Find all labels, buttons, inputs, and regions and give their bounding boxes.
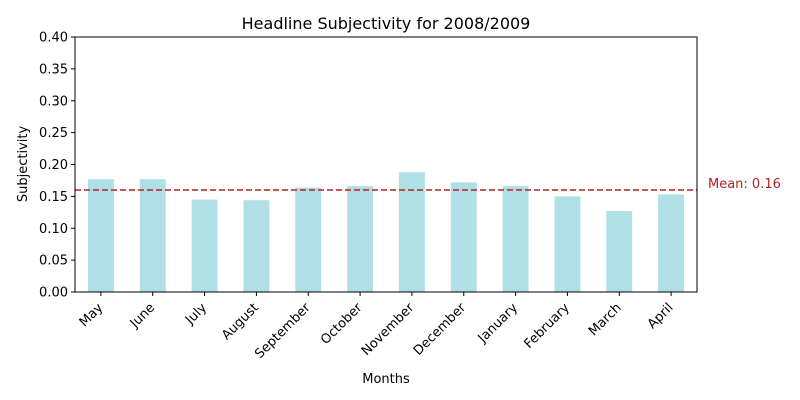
x-tick-label: September bbox=[252, 300, 314, 362]
x-tick-label: December bbox=[411, 300, 470, 359]
bar-april bbox=[658, 194, 685, 292]
y-tick-label: 0.05 bbox=[39, 254, 68, 269]
x-tick-label: May bbox=[77, 300, 107, 330]
x-tick-label: January bbox=[475, 300, 521, 346]
bar-january bbox=[502, 186, 529, 292]
bar-may bbox=[87, 179, 114, 292]
x-tick-label: July bbox=[182, 300, 210, 328]
bar-november bbox=[398, 172, 425, 292]
y-tick-label: 0.35 bbox=[39, 62, 68, 77]
chart-title: Headline Subjectivity for 2008/2009 bbox=[242, 14, 531, 33]
x-tick-label: April bbox=[645, 300, 677, 332]
y-tick-label: 0.10 bbox=[39, 222, 68, 237]
bar-august bbox=[243, 200, 270, 292]
axes-frame bbox=[74, 36, 698, 293]
y-tick-label: 0.25 bbox=[39, 126, 68, 141]
bar-december bbox=[450, 182, 477, 292]
x-tick-label: June bbox=[127, 300, 158, 331]
x-tick-label: August bbox=[219, 300, 262, 343]
bar-march bbox=[606, 211, 633, 292]
y-tick-label: 0.20 bbox=[39, 158, 68, 173]
bar-july bbox=[191, 199, 218, 292]
bar-october bbox=[347, 186, 374, 292]
x-tick-label: March bbox=[586, 300, 625, 339]
mean-label: Mean: 0.16 bbox=[708, 177, 781, 192]
y-axis-label: Subjectivity bbox=[16, 126, 31, 203]
y-tick-label: 0.30 bbox=[39, 94, 68, 109]
y-tick-label: 0.15 bbox=[39, 190, 68, 205]
y-tick-label: 0.00 bbox=[39, 286, 68, 301]
x-tick-label: February bbox=[521, 300, 573, 352]
bar-june bbox=[139, 179, 166, 292]
bar-february bbox=[554, 196, 581, 292]
x-tick-label: October bbox=[318, 300, 366, 348]
x-tick-label: November bbox=[359, 300, 418, 359]
x-axis-label: Months bbox=[362, 372, 410, 387]
plot-area: Mean: 0.16 0.00 0.05 0.10 0.15 0.20 0.25 0.30 0.… bbox=[39, 31, 781, 362]
y-tick-label: 0.40 bbox=[39, 31, 68, 46]
bar-september bbox=[295, 187, 322, 292]
